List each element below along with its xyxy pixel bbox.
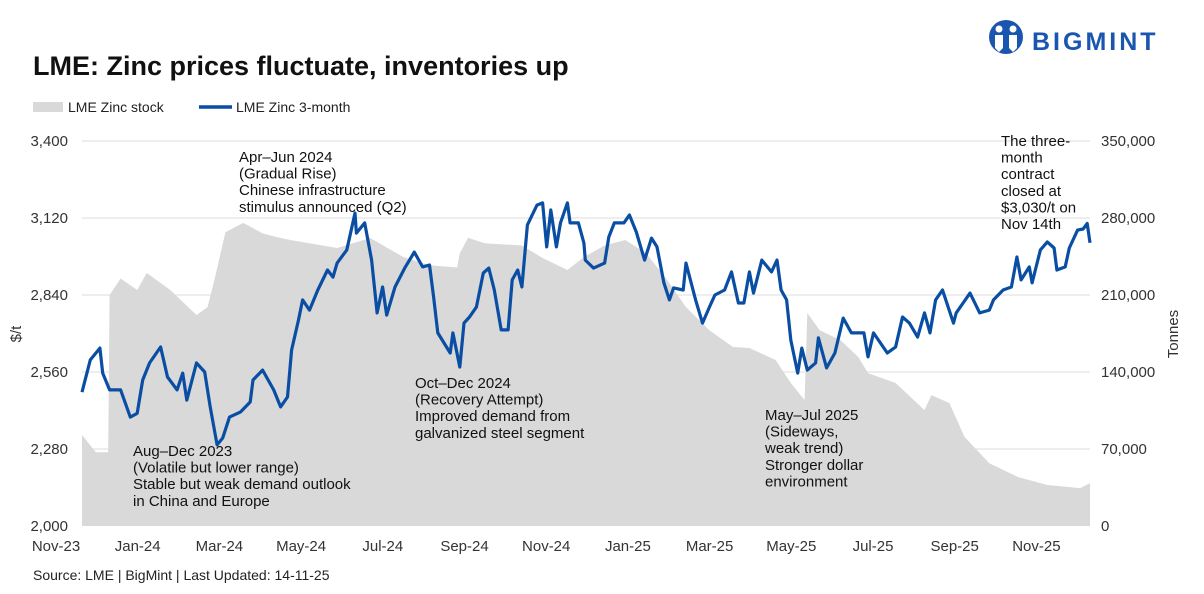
- annotation-line: galvanized steel segment: [415, 425, 585, 442]
- annotation-line: Chinese infrastructure: [239, 182, 386, 199]
- annotation-line: $3,030/t on: [1001, 199, 1076, 216]
- annotation: The three-month contract closed at $3,030/t…: [1001, 133, 1076, 233]
- legend: LME Zinc stock LME Zinc 3-month: [33, 99, 350, 115]
- left-axis-label: $/t: [8, 325, 25, 343]
- annotation-line: (Volatile but lower range): [133, 460, 299, 477]
- right-tick-label: 0: [1101, 518, 1109, 535]
- logo-text: BIGMINT: [1032, 28, 1159, 56]
- right-tick-label: 210,000: [1101, 287, 1155, 304]
- annotation-line: month: [1001, 150, 1043, 167]
- annotation-line: weak trend): [764, 440, 843, 457]
- annotation-line: (Recovery Attempt): [415, 392, 543, 409]
- legend-swatch-stock: [33, 102, 63, 112]
- annotation-line: contract: [1001, 166, 1055, 183]
- annotation-line: in China and Europe: [133, 493, 270, 510]
- right-tick-label: 70,000: [1101, 441, 1147, 458]
- annotation-line: stimulus announced (Q2): [239, 199, 407, 216]
- left-tick-label: 2,280: [30, 441, 68, 458]
- left-tick-label: 2,840: [30, 287, 68, 304]
- annotation-line: (Sideways,: [765, 424, 838, 441]
- x-tick-label: Sep-25: [931, 538, 979, 555]
- annotation-line: Nov 14th: [1001, 216, 1061, 233]
- chart-title: LME: Zinc prices fluctuate, inventories …: [33, 51, 569, 81]
- x-tick-label: Nov-23: [32, 538, 80, 555]
- annotation: May–Jul 2025 (Sideways, weak trend) Stronge…: [764, 407, 863, 490]
- x-tick-label: Mar-25: [686, 538, 734, 555]
- annotation-line: Stronger dollar: [765, 457, 863, 474]
- x-axis-ticks: Nov-23 Jan-24 Mar-24 May-24 Jul-24 Sep-24 Nov-…: [32, 538, 1061, 555]
- x-tick-label: May-24: [276, 538, 326, 555]
- x-tick-label: Nov-25: [1012, 538, 1060, 555]
- right-axis-ticks: 0 70,000 140,000 210,000 280,000 350,000: [1101, 133, 1155, 535]
- right-tick-label: 280,000: [1101, 210, 1155, 227]
- x-tick-label: Sep-24: [440, 538, 488, 555]
- right-axis-label: Tonnes: [1165, 310, 1182, 358]
- right-tick-label: 140,000: [1101, 364, 1155, 381]
- annotation-line: Improved demand from: [415, 408, 570, 425]
- annotation: Oct–Dec 2024 (Recovery Attempt) Improved d…: [415, 375, 585, 442]
- stock-area-layer: [82, 222, 1090, 526]
- annotation-line: Aug–Dec 2023: [133, 443, 232, 460]
- annotation: Aug–Dec 2023 (Volatile but lower range) St…: [133, 443, 351, 510]
- left-tick-label: 2,000: [30, 518, 68, 535]
- x-tick-label: Jul-25: [853, 538, 894, 555]
- annotation-line: The three-: [1001, 133, 1070, 150]
- x-tick-label: Jul-24: [362, 538, 403, 555]
- left-tick-label: 3,400: [30, 133, 68, 150]
- annotation-line: environment: [765, 473, 848, 490]
- price-line-layer: [80, 201, 1092, 447]
- annotation: Apr–Jun 2024 (Gradual Rise) Chinese infras…: [239, 149, 407, 216]
- legend-label-stock: LME Zinc stock: [68, 99, 165, 115]
- x-tick-label: Jan-24: [115, 538, 161, 555]
- annotation-line: (Gradual Rise): [239, 166, 337, 183]
- annotation-line: Oct–Dec 2024: [415, 375, 511, 392]
- annotation-line: Apr–Jun 2024: [239, 149, 332, 166]
- brand-logo: BIGMINT: [989, 20, 1159, 56]
- source-note: Source: LME | BigMint | Last Updated: 14…: [33, 567, 330, 583]
- right-tick-label: 350,000: [1101, 133, 1155, 150]
- x-tick-label: May-25: [766, 538, 816, 555]
- left-tick-label: 2,560: [30, 364, 68, 381]
- stock-area: [82, 222, 1090, 526]
- annotation-line: May–Jul 2025: [765, 407, 858, 424]
- x-tick-label: Jan-25: [605, 538, 651, 555]
- annotations: Apr–Jun 2024 (Gradual Rise) Chinese infras…: [133, 133, 1076, 510]
- annotation-line: closed at: [1001, 183, 1062, 200]
- left-tick-label: 3,120: [30, 210, 68, 227]
- annotation-line: Stable but weak demand outlook: [133, 476, 351, 493]
- bigmint-logo-icon: [989, 20, 1023, 54]
- x-tick-label: Nov-24: [522, 538, 570, 555]
- legend-label-price: LME Zinc 3-month: [236, 99, 350, 115]
- price-line: [80, 201, 1092, 447]
- x-tick-label: Mar-24: [196, 538, 244, 555]
- left-axis-ticks: 2,000 2,280 2,560 2,840 3,120 3,400: [30, 133, 68, 535]
